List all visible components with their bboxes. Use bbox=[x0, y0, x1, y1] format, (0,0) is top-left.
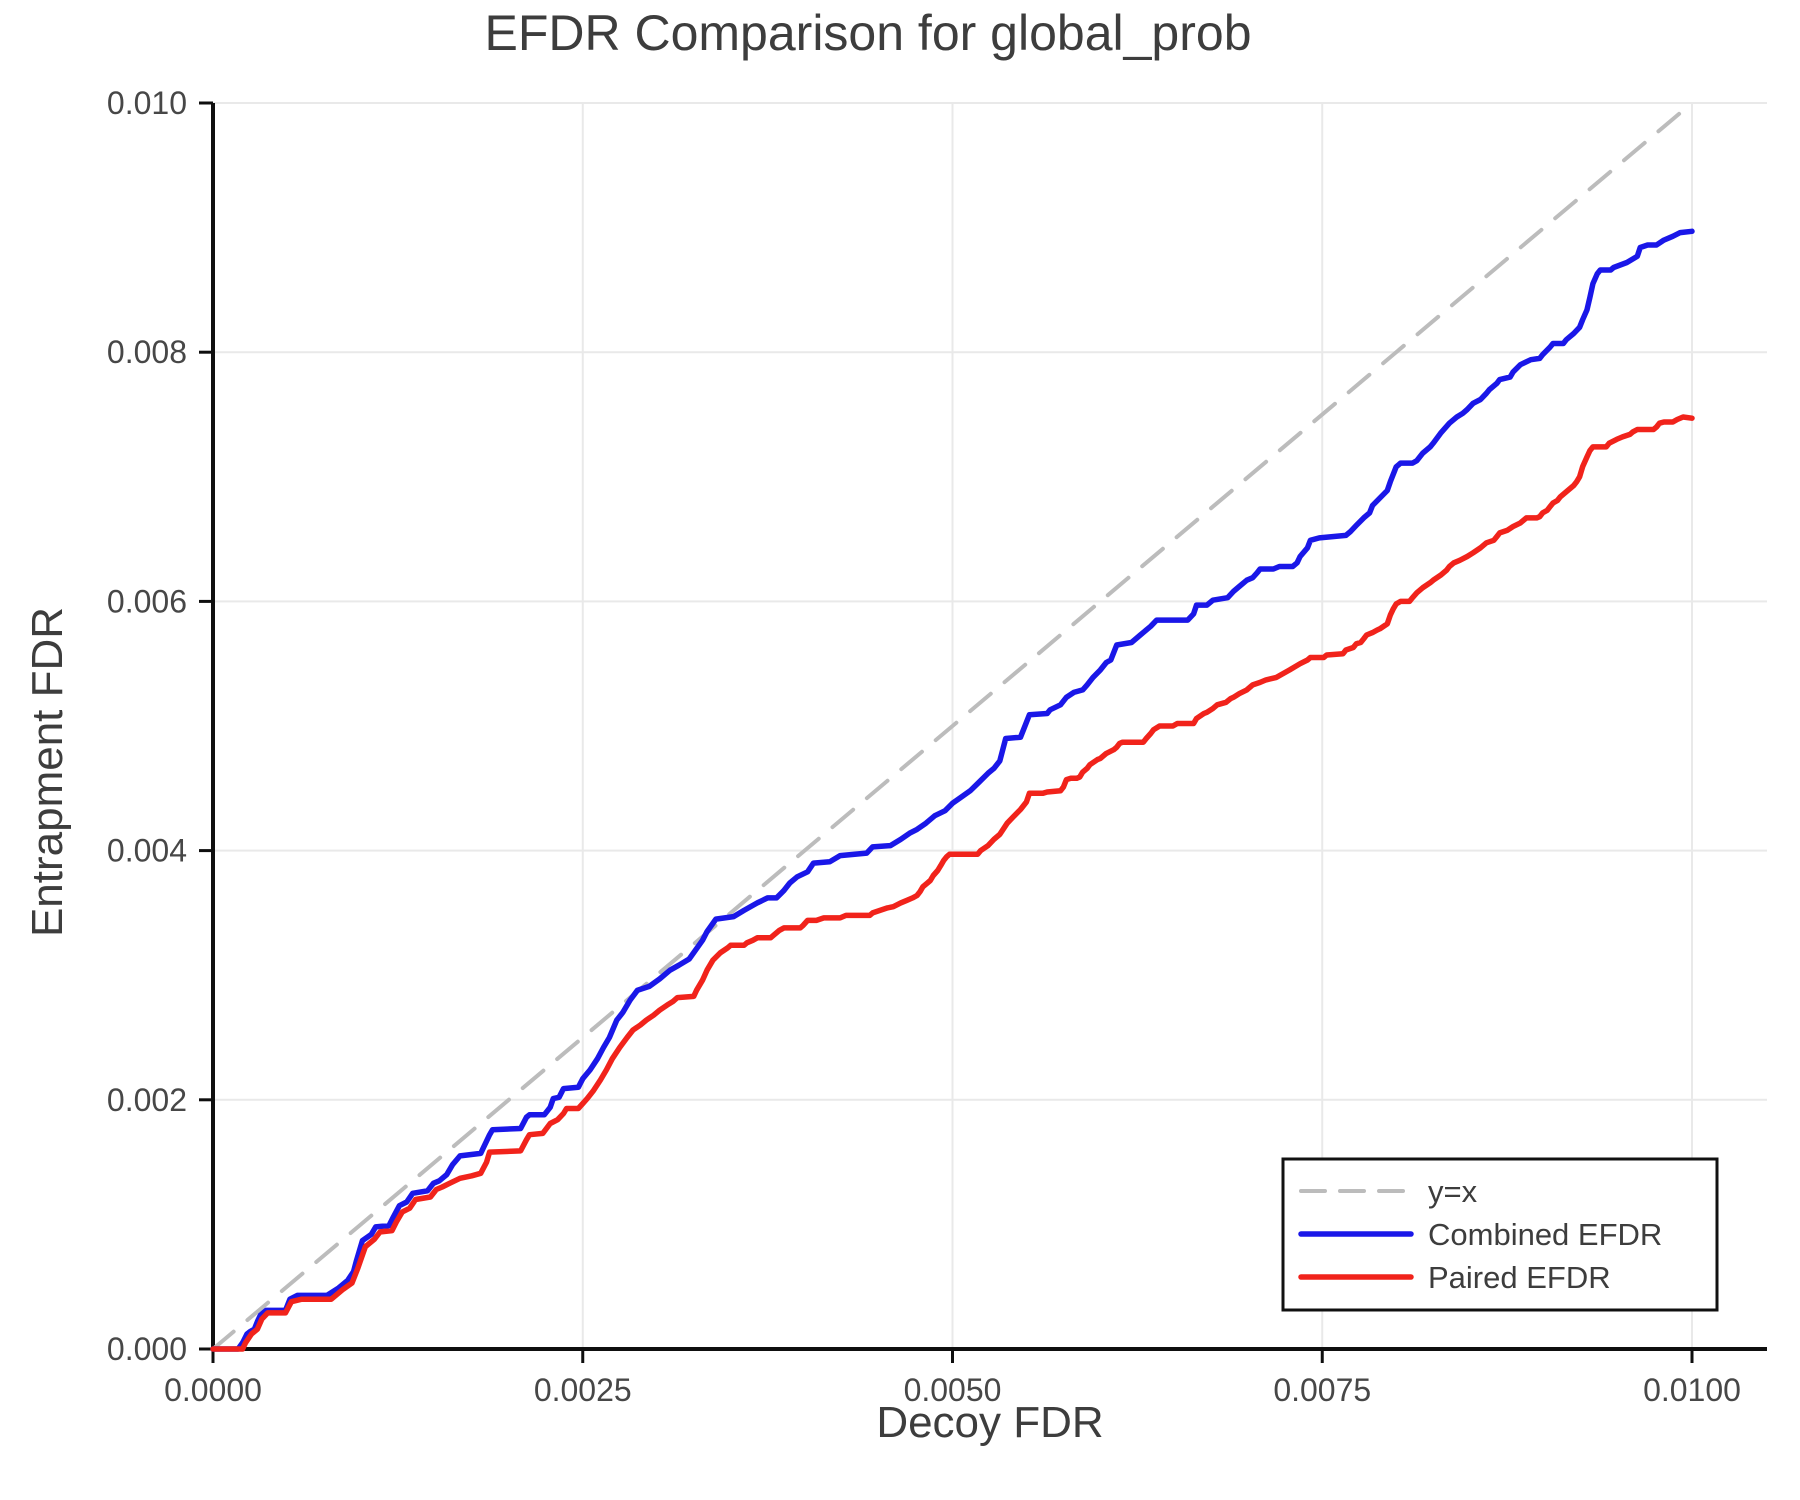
x-tick-labels: 0.0000 0.0025 0.0050 0.0075 0.0100 bbox=[164, 1372, 1741, 1408]
x-axis-label: Decoy FDR bbox=[876, 1398, 1103, 1447]
y-tick-label: 0.008 bbox=[107, 334, 187, 370]
chart-title: EFDR Comparison for global_prob bbox=[484, 5, 1251, 61]
legend: y=x Combined EFDR Paired EFDR bbox=[1281, 1157, 1719, 1312]
x-tick-label: 0.0025 bbox=[534, 1372, 632, 1408]
y-tick-labels: 0.000 0.002 0.004 0.006 0.008 0.010 bbox=[107, 85, 187, 1367]
y-axis-label: Entrapment FDR bbox=[23, 607, 72, 937]
x-tick-label: 0.0050 bbox=[904, 1372, 1002, 1408]
y-tick-label: 0.004 bbox=[107, 833, 187, 869]
legend-label-combined-efdr: Combined EFDR bbox=[1428, 1217, 1662, 1252]
series-combined-efdr bbox=[210, 228, 1695, 1352]
legend-label-y-x: y=x bbox=[1428, 1174, 1478, 1209]
y-tick-label: 0.000 bbox=[107, 1331, 187, 1367]
y-tick-label: 0.002 bbox=[107, 1082, 187, 1118]
y-tick-label: 0.010 bbox=[107, 85, 187, 121]
y-tick-label: 0.006 bbox=[107, 583, 187, 619]
x-tick-label: 0.0075 bbox=[1273, 1372, 1371, 1408]
x-tick-label: 0.0100 bbox=[1643, 1372, 1741, 1408]
series-paired-efdr bbox=[210, 414, 1695, 1352]
gridlines bbox=[213, 102, 1767, 1349]
x-tick-label: 0.0000 bbox=[164, 1372, 262, 1408]
series-lines bbox=[210, 101, 1695, 1352]
legend-label-paired-efdr: Paired EFDR bbox=[1428, 1260, 1611, 1295]
axis-spines bbox=[211, 103, 1767, 1351]
series-y-x bbox=[211, 101, 1694, 1351]
